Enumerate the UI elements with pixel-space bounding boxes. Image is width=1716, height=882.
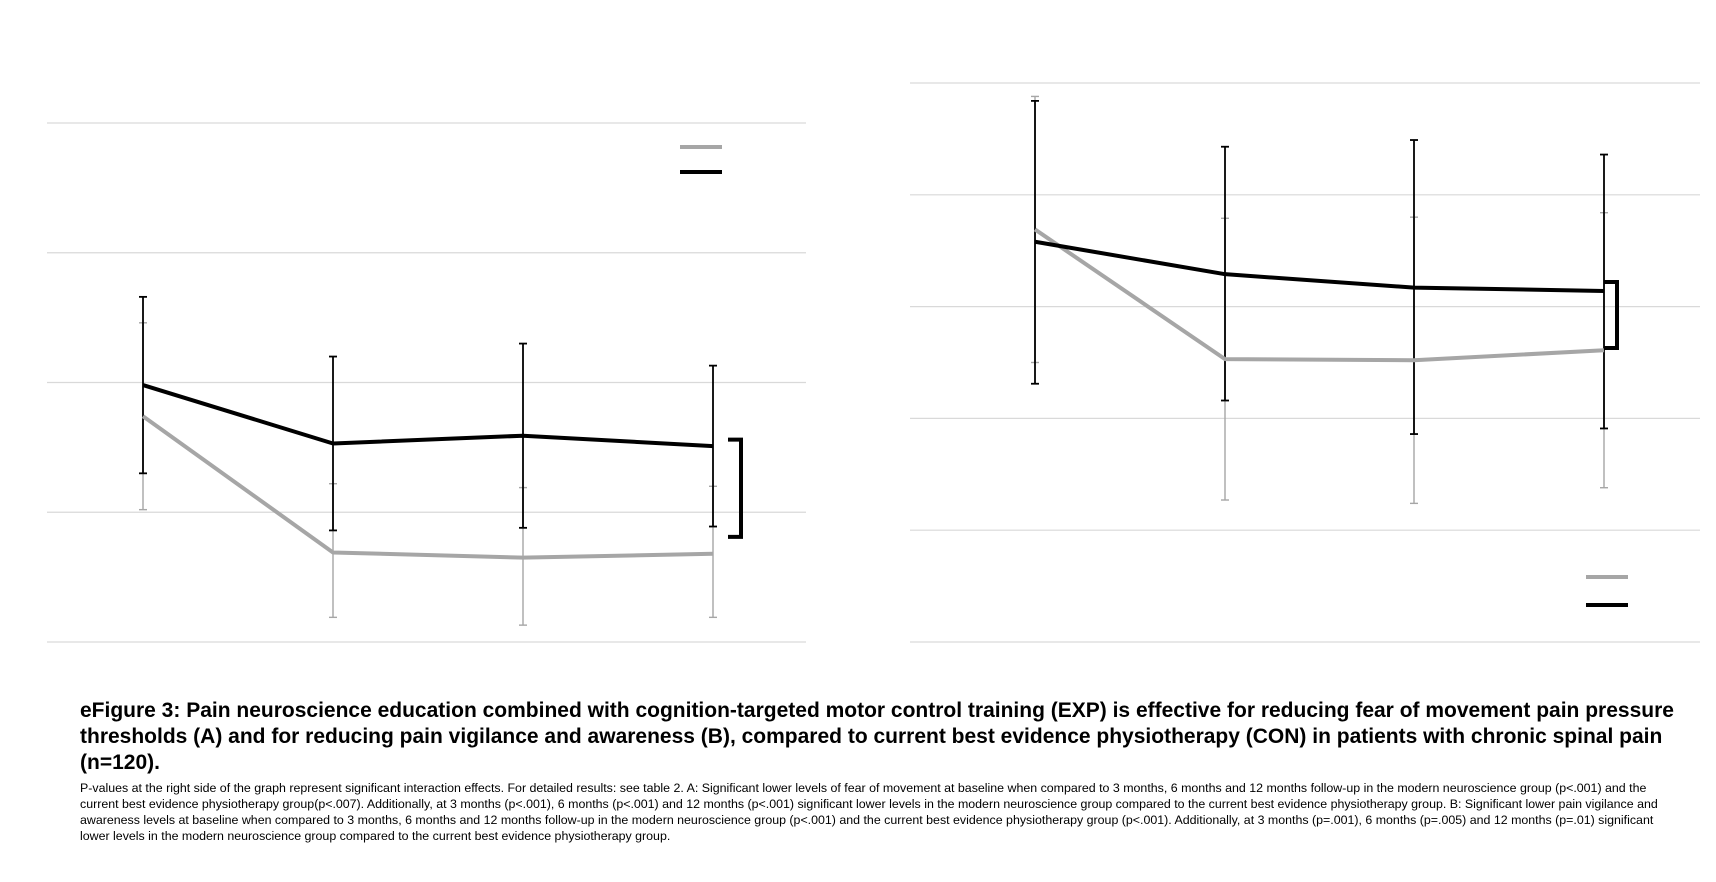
significance-bracket [728, 437, 743, 539]
significance-bracket [1604, 280, 1619, 350]
caption-body: P-values at the right side of the graph … [80, 781, 1658, 843]
series-line-con [1034, 239, 1605, 293]
charts-figure [47, 82, 1700, 643]
series-line-exp [141, 414, 714, 560]
caption-title: eFigure 3: Pain neuroscience education c… [80, 699, 1674, 774]
series-line-con [142, 383, 714, 449]
chart-panel-a [47, 122, 806, 643]
chart-panel-b [910, 82, 1700, 643]
series-line-exp [1033, 227, 1605, 363]
figure-caption: eFigure 3: Pain neuroscience education c… [80, 698, 1680, 844]
